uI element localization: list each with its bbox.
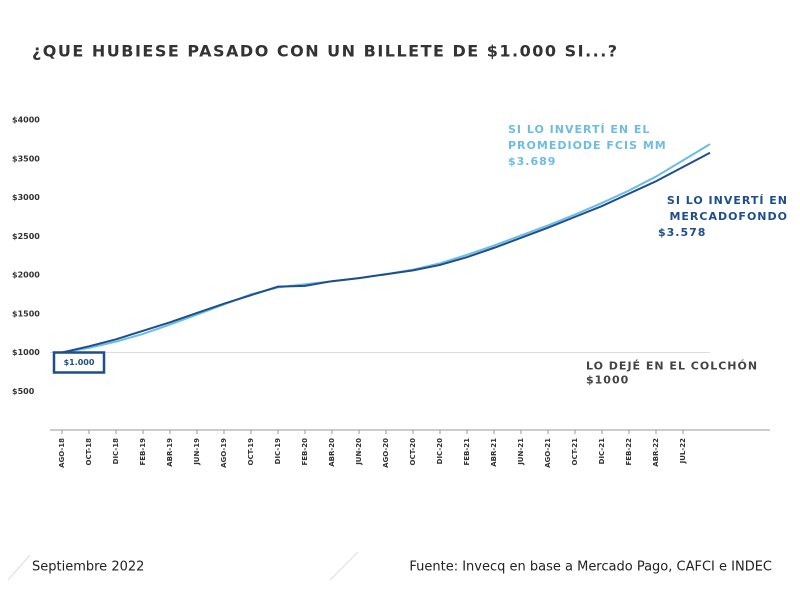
x-tick-label: ABR-20: [328, 438, 336, 467]
x-tick-label: AGO-19: [220, 438, 228, 468]
x-tick-label: FEB-22: [625, 438, 633, 466]
x-tick-label: DIC-20: [436, 438, 444, 464]
y-tick-label: $2500: [12, 232, 40, 241]
x-tick-label: DIC-21: [598, 438, 606, 464]
x-tick-label: FEB-20: [301, 438, 309, 466]
x-tick-label: FEB-19: [139, 438, 147, 466]
x-tick-label: AGO-18: [58, 438, 66, 468]
y-tick-label: $1000: [12, 348, 40, 357]
series-line: [61, 151, 711, 354]
x-tick-label: OCT-20: [409, 438, 417, 466]
x-tick-label: JUN-21: [517, 438, 525, 466]
series-line: [61, 143, 711, 354]
series-end-label: $3.578: [658, 226, 706, 239]
decor: [329, 551, 359, 581]
y-tick-label: $500: [12, 387, 35, 396]
chart-title: ¿QUE HUBIESE PASADO CON UN BILLETE DE $1…: [32, 42, 619, 61]
start-box: [52, 351, 106, 374]
x-tick-label: AGO-20: [382, 438, 390, 468]
start-label: $1.000: [64, 358, 95, 367]
y-tick-label: $1500: [12, 309, 40, 318]
series-label: PROMEDIODE FCIS MM: [508, 139, 667, 152]
y-tick-label: $3500: [12, 154, 40, 163]
x-tick-label: DIC-18: [112, 438, 120, 464]
series-end-label: $3.689: [508, 155, 556, 168]
x-tick-label: OCT-21: [571, 438, 579, 466]
footer-source: Fuente: Invecq en base a Mercado Pago, C…: [409, 560, 772, 575]
series-label: SI LO INVERTÍ EN EL: [508, 123, 650, 136]
reference-label: LO DEJÉ EN EL COLCHÓN: [586, 360, 758, 373]
y-tick-label: $2000: [12, 271, 40, 280]
x-tick-label: DIC-19: [274, 438, 282, 464]
y-tick-label: $4000: [12, 116, 40, 125]
x-tick-label: OCT-18: [85, 438, 93, 466]
x-tick-label: ABR-22: [652, 438, 660, 467]
x-tick-label: AGO-21: [544, 438, 552, 468]
x-tick-label: JUN-20: [355, 438, 363, 466]
x-tick-label: JUN-19: [193, 438, 201, 466]
series-label: MERCADOFONDO: [669, 210, 788, 223]
footer-date: Septiembre 2022: [32, 560, 144, 575]
y-tick-label: $3000: [12, 193, 40, 202]
x-tick-label: JUL-22: [679, 438, 687, 465]
series-label: SI LO INVERTÍ EN: [667, 194, 788, 207]
decor: [7, 554, 31, 581]
x-tick-label: ABR-21: [490, 438, 498, 467]
x-tick-label: OCT-19: [247, 438, 255, 466]
x-tick-label: ABR-19: [166, 438, 174, 467]
x-tick-label: FEB-21: [463, 438, 471, 466]
reference-value: $1000: [586, 374, 629, 387]
